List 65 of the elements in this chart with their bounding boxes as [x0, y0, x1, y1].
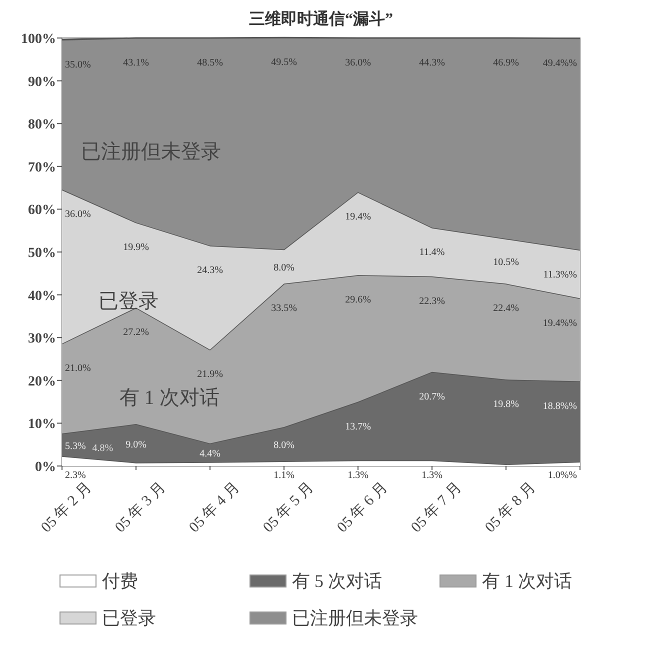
- data-label: 8.0%: [274, 262, 294, 274]
- x-tick-label: 05 年 3 月: [112, 478, 169, 536]
- y-tick-label: 90%: [28, 74, 56, 90]
- data-label: 1.1%: [274, 470, 294, 481]
- x-tick-label: 05 年 4 月: [186, 478, 243, 536]
- y-tick-label: 70%: [28, 160, 56, 176]
- data-label: 4.4%: [200, 448, 220, 460]
- annotation: 有 1 次对话: [119, 386, 220, 409]
- data-label: 22.3%: [419, 296, 445, 307]
- data-label: 19.9%: [123, 242, 149, 254]
- legend-label: 已登录: [102, 608, 156, 628]
- data-label: 43.1%: [123, 58, 149, 69]
- data-label: 35.0%: [65, 59, 91, 70]
- data-label: 22.4%: [493, 303, 519, 314]
- data-label: 21.0%: [65, 363, 91, 374]
- y-tick-label: 100%: [21, 32, 56, 47]
- data-label: 19.8%: [493, 399, 519, 410]
- data-label: 33.5%: [271, 303, 297, 314]
- data-label: 48.5%: [197, 58, 223, 69]
- legend-label: 有 1 次对话: [482, 571, 572, 591]
- data-label: 1.3%: [422, 470, 442, 481]
- data-label: 29.6%: [345, 294, 371, 306]
- y-tick-label: 40%: [28, 288, 56, 304]
- data-label: 5.3%: [65, 440, 86, 452]
- data-label: 20.7%: [419, 391, 445, 402]
- x-tick-label: 05 年 5 月: [260, 478, 317, 536]
- legend-label: 已注册但未登录: [292, 608, 418, 628]
- x-tick-label: 05 年 8 月: [482, 478, 539, 536]
- y-tick-label: 0%: [35, 460, 56, 475]
- data-label: 19.4%: [345, 212, 371, 223]
- data-label: 49.4%%: [542, 58, 577, 69]
- y-tick-label: 30%: [28, 332, 56, 347]
- data-label: 11.3%%: [543, 269, 577, 280]
- data-label: 19.4%%: [542, 318, 577, 329]
- data-label: 9.0%: [126, 439, 146, 450]
- data-label: 36.0%: [345, 58, 371, 69]
- data-label: 44.3%: [419, 58, 445, 69]
- y-tick-label: 60%: [28, 203, 56, 218]
- chart-title: 三维即时通信“漏斗”: [249, 10, 393, 28]
- x-tick-label: 05 年 6 月: [334, 478, 391, 536]
- data-label: 1.0%%: [548, 470, 577, 481]
- data-label: 24.3%: [197, 265, 223, 276]
- data-label: 49.5%: [271, 57, 297, 68]
- data-label: 27.2%: [123, 327, 149, 338]
- annotation: 已注册但未登录: [80, 140, 221, 163]
- y-tick-label: 20%: [28, 374, 56, 390]
- annotation: 4.8%: [92, 443, 114, 454]
- data-label: 2.3%: [65, 470, 86, 481]
- annotation: 已登录: [98, 290, 159, 313]
- legend-label: 有 5 次对话: [292, 571, 382, 591]
- y-tick-label: 80%: [28, 118, 56, 133]
- data-label: 18.8%%: [542, 400, 577, 412]
- data-label: 13.7%: [345, 421, 371, 432]
- data-label: 36.0%: [65, 209, 91, 220]
- legend-label: 付费: [101, 571, 138, 591]
- y-tick-label: 10%: [28, 417, 56, 432]
- data-label: 1.3%: [348, 470, 368, 481]
- y-tick-label: 50%: [28, 246, 56, 261]
- data-label: 10.5%: [493, 257, 519, 268]
- x-tick-label: 05 年 7 月: [408, 478, 465, 536]
- data-label: 46.9%: [493, 58, 519, 69]
- x-tick-label: 05 年 2 月: [38, 478, 95, 536]
- data-label: 8.0%: [274, 440, 294, 452]
- data-label: 11.4%: [419, 247, 445, 258]
- data-label: 21.9%: [197, 369, 223, 380]
